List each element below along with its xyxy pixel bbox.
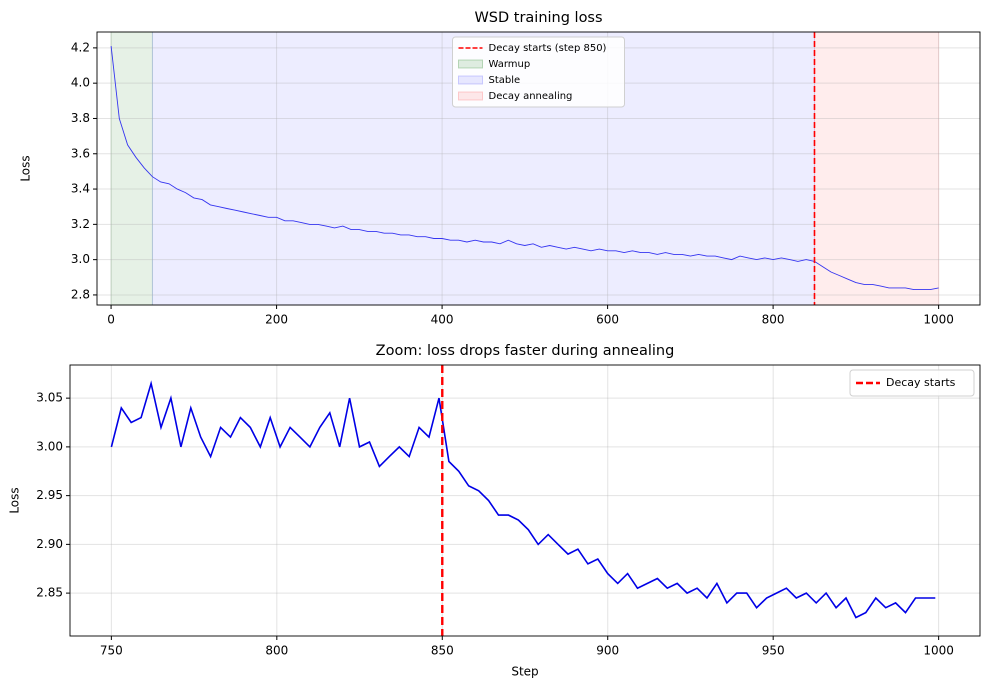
x-tick-label: 800 [265,644,288,658]
span [110,31,153,306]
y-tick-label: 2.95 [36,488,63,502]
x-axis-label: Step [511,665,538,679]
loss-line [110,46,939,291]
x-tick-label: 0 [107,313,115,327]
frame [96,31,981,306]
x-tick-label: 200 [265,313,288,327]
y-tick-label: 3.0 [71,252,90,266]
x-tick-label: 850 [431,644,454,658]
y-axis-label: Loss [8,487,22,513]
y-tick-label: 3.8 [71,111,90,125]
y-tick-label: 2.8 [71,287,90,301]
y-tick-label: 4.0 [71,76,90,90]
y-axis-label: Loss [19,155,33,181]
y-tick-label: 3.6 [71,146,90,160]
y-tick-label: 2.90 [36,537,63,551]
y-tick-label: 3.2 [71,217,90,231]
legend: Decay starts [849,369,975,397]
legend-box [452,36,625,108]
y-tick-label: 4.2 [71,40,90,54]
loss-line [110,380,936,619]
legend-label: Decay starts (step 850) [489,43,607,54]
frame [69,364,981,637]
y-tick-label: 3.05 [36,391,63,405]
y-tick-label: 2.85 [36,586,63,600]
chart-title: Zoom: loss drops faster during annealing [376,343,675,359]
chart-title: WSD training loss [474,10,602,26]
y-tick-label: 3.4 [71,182,90,196]
legend-patch [458,75,483,85]
legend-label: Warmup [489,59,531,70]
legend-label: Stable [489,75,521,86]
legend-patch [458,91,483,101]
axes: 750 800 850 900 950 1000 2.85 2.90 2.95 3.00 3.05 Z… [8,343,981,679]
x-tick-label: 950 [762,644,785,658]
x-tick-label: 800 [762,313,785,327]
span [813,31,940,306]
x-tick-label: 600 [596,313,619,327]
x-tick-label: 1000 [923,313,954,327]
legend-label: Decay annealing [489,91,573,102]
axes: 0 200 400 600 800 1000 2.8 3.0 3.2 3.4 3.6 3.8 4.0 4.… [19,10,981,327]
x-tick-label: 1000 [923,644,954,658]
legend: Decay starts (step 850) Warmup Stable Decay… [452,36,625,108]
x-tick-label: 750 [100,644,123,658]
legend-patch [458,59,483,69]
legend-box [849,369,975,397]
y-tick-label: 3.00 [36,439,63,453]
x-tick-label: 900 [596,644,619,658]
x-tick-label: 400 [431,313,454,327]
legend-label: Decay starts [886,376,956,389]
